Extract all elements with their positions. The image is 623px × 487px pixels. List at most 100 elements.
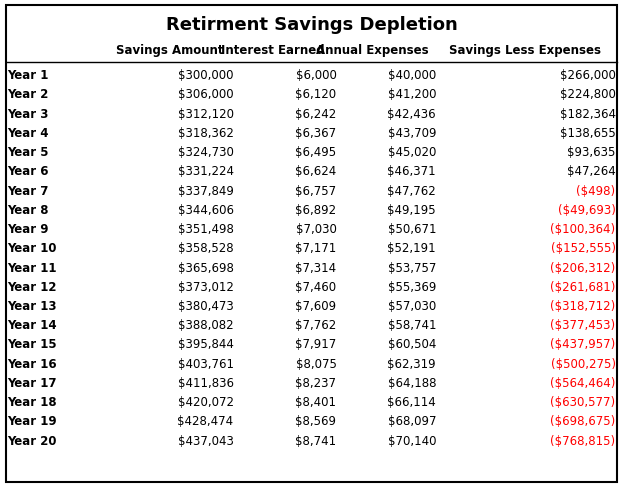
Text: $351,498: $351,498 bbox=[178, 223, 234, 236]
Text: $6,120: $6,120 bbox=[295, 88, 336, 101]
Text: $50,671: $50,671 bbox=[388, 223, 436, 236]
Text: $380,473: $380,473 bbox=[178, 300, 234, 313]
Text: $7,171: $7,171 bbox=[295, 243, 336, 255]
Text: $60,504: $60,504 bbox=[388, 338, 436, 352]
Text: $324,730: $324,730 bbox=[178, 146, 234, 159]
Text: ($152,555): ($152,555) bbox=[551, 243, 616, 255]
Text: $373,012: $373,012 bbox=[178, 281, 234, 294]
Text: Year 19: Year 19 bbox=[7, 415, 57, 429]
Text: $300,000: $300,000 bbox=[178, 69, 234, 82]
Text: $47,264: $47,264 bbox=[567, 166, 616, 178]
Text: Year 13: Year 13 bbox=[7, 300, 57, 313]
Text: $6,892: $6,892 bbox=[295, 204, 336, 217]
Text: ($698,675): ($698,675) bbox=[550, 415, 616, 429]
Text: Annual Expenses: Annual Expenses bbox=[316, 44, 429, 57]
Text: $6,624: $6,624 bbox=[295, 166, 336, 178]
Text: Year 15: Year 15 bbox=[7, 338, 57, 352]
Text: $45,020: $45,020 bbox=[388, 146, 436, 159]
Text: $182,364: $182,364 bbox=[559, 108, 616, 121]
Text: $7,609: $7,609 bbox=[295, 300, 336, 313]
Text: ($768,815): ($768,815) bbox=[550, 435, 616, 448]
Text: $312,120: $312,120 bbox=[178, 108, 234, 121]
Text: $7,030: $7,030 bbox=[295, 223, 336, 236]
Text: $43,709: $43,709 bbox=[388, 127, 436, 140]
Text: $93,635: $93,635 bbox=[567, 146, 616, 159]
Text: ($437,957): ($437,957) bbox=[550, 338, 616, 352]
Text: $437,043: $437,043 bbox=[178, 435, 234, 448]
Text: Year 3: Year 3 bbox=[7, 108, 49, 121]
Text: $428,474: $428,474 bbox=[178, 415, 234, 429]
Text: $8,075: $8,075 bbox=[295, 357, 336, 371]
Text: ($49,693): ($49,693) bbox=[558, 204, 616, 217]
Text: $47,762: $47,762 bbox=[388, 185, 436, 198]
Text: $52,191: $52,191 bbox=[388, 243, 436, 255]
Text: Year 14: Year 14 bbox=[7, 319, 57, 332]
Text: $49,195: $49,195 bbox=[388, 204, 436, 217]
Text: $64,188: $64,188 bbox=[388, 377, 436, 390]
Text: $138,655: $138,655 bbox=[560, 127, 616, 140]
Text: ($500,275): ($500,275) bbox=[551, 357, 616, 371]
Text: Savings Amount: Savings Amount bbox=[116, 44, 224, 57]
Text: ($564,464): ($564,464) bbox=[550, 377, 616, 390]
Text: Year 8: Year 8 bbox=[7, 204, 49, 217]
Text: $395,844: $395,844 bbox=[178, 338, 234, 352]
Text: $420,072: $420,072 bbox=[178, 396, 234, 409]
Text: $6,242: $6,242 bbox=[295, 108, 336, 121]
Text: Year 5: Year 5 bbox=[7, 146, 49, 159]
Text: $8,741: $8,741 bbox=[295, 435, 336, 448]
Text: $365,698: $365,698 bbox=[178, 262, 234, 275]
Text: $70,140: $70,140 bbox=[388, 435, 436, 448]
Text: Year 4: Year 4 bbox=[7, 127, 49, 140]
Text: $224,800: $224,800 bbox=[559, 88, 616, 101]
Text: Interest Earned: Interest Earned bbox=[221, 44, 325, 57]
Text: $8,401: $8,401 bbox=[295, 396, 336, 409]
Text: $7,762: $7,762 bbox=[295, 319, 336, 332]
Text: Year 10: Year 10 bbox=[7, 243, 57, 255]
Text: $388,082: $388,082 bbox=[178, 319, 234, 332]
Text: $7,917: $7,917 bbox=[295, 338, 336, 352]
Text: $6,000: $6,000 bbox=[295, 69, 336, 82]
Text: Year 2: Year 2 bbox=[7, 88, 49, 101]
Text: Retirment Savings Depletion: Retirment Savings Depletion bbox=[166, 16, 457, 34]
Text: Year 17: Year 17 bbox=[7, 377, 57, 390]
Text: $7,460: $7,460 bbox=[295, 281, 336, 294]
Text: $41,200: $41,200 bbox=[388, 88, 436, 101]
Text: $66,114: $66,114 bbox=[388, 396, 436, 409]
Text: $331,224: $331,224 bbox=[178, 166, 234, 178]
Text: $411,836: $411,836 bbox=[178, 377, 234, 390]
Text: ($630,577): ($630,577) bbox=[550, 396, 616, 409]
Text: ($261,681): ($261,681) bbox=[550, 281, 616, 294]
Text: $42,436: $42,436 bbox=[388, 108, 436, 121]
Text: $266,000: $266,000 bbox=[559, 69, 616, 82]
Text: $403,761: $403,761 bbox=[178, 357, 234, 371]
Text: $6,757: $6,757 bbox=[295, 185, 336, 198]
Text: $53,757: $53,757 bbox=[388, 262, 436, 275]
Text: $40,000: $40,000 bbox=[388, 69, 436, 82]
Text: $8,237: $8,237 bbox=[295, 377, 336, 390]
Text: ($318,712): ($318,712) bbox=[550, 300, 616, 313]
Text: $8,569: $8,569 bbox=[295, 415, 336, 429]
Text: $306,000: $306,000 bbox=[178, 88, 234, 101]
Text: $58,741: $58,741 bbox=[388, 319, 436, 332]
Text: $7,314: $7,314 bbox=[295, 262, 336, 275]
Text: ($206,312): ($206,312) bbox=[550, 262, 616, 275]
Text: $358,528: $358,528 bbox=[178, 243, 234, 255]
Text: $62,319: $62,319 bbox=[388, 357, 436, 371]
Text: $55,369: $55,369 bbox=[388, 281, 436, 294]
Text: Year 6: Year 6 bbox=[7, 166, 49, 178]
Text: Year 1: Year 1 bbox=[7, 69, 49, 82]
Text: Savings Less Expenses: Savings Less Expenses bbox=[449, 44, 601, 57]
Text: ($498): ($498) bbox=[576, 185, 616, 198]
Text: Year 12: Year 12 bbox=[7, 281, 57, 294]
Text: Year 7: Year 7 bbox=[7, 185, 49, 198]
Text: Year 11: Year 11 bbox=[7, 262, 57, 275]
Text: $68,097: $68,097 bbox=[388, 415, 436, 429]
Text: Year 18: Year 18 bbox=[7, 396, 57, 409]
Text: $337,849: $337,849 bbox=[178, 185, 234, 198]
Text: Year 20: Year 20 bbox=[7, 435, 57, 448]
Text: $318,362: $318,362 bbox=[178, 127, 234, 140]
Text: $344,606: $344,606 bbox=[178, 204, 234, 217]
Text: Year 9: Year 9 bbox=[7, 223, 49, 236]
Text: $6,367: $6,367 bbox=[295, 127, 336, 140]
Text: Year 16: Year 16 bbox=[7, 357, 57, 371]
